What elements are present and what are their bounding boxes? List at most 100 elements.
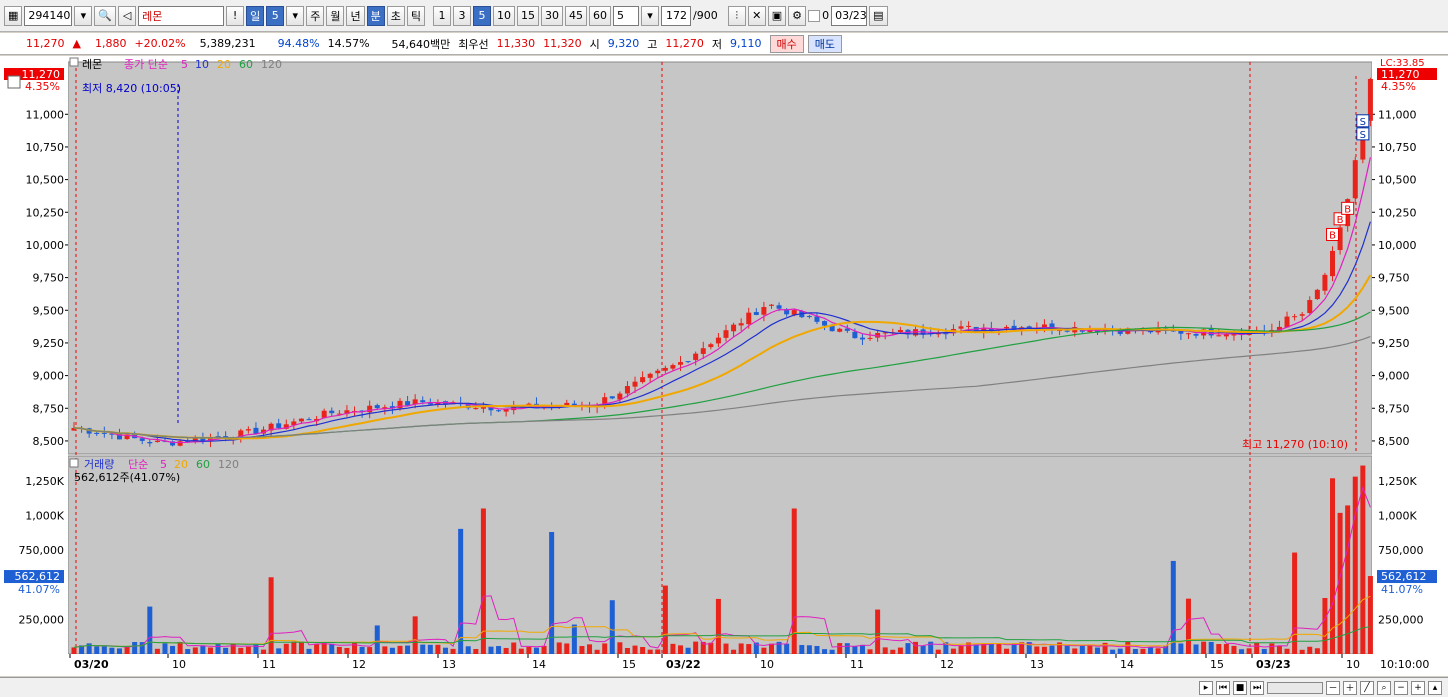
minute-10-button[interactable]: 10 [492,5,515,26]
interval-input[interactable]: 5 [612,5,639,26]
volume-bar [465,646,471,654]
candle-tool-icon[interactable]: ⫶ [727,5,746,26]
sell-button[interactable]: 매도 [807,34,843,53]
volume-bar [480,508,486,654]
period-minute-button[interactable]: 분 [366,5,385,26]
line-tool-icon[interactable]: ╱ [1360,680,1374,695]
period-tick-button[interactable]: 틱 [406,5,425,26]
volume-bar [579,646,585,654]
volume-bar [1094,647,1100,654]
scroll-start-icon[interactable]: ⏮ [1216,680,1230,695]
volume-bar [503,647,509,654]
chart-settings-icon[interactable]: ▦ [4,5,23,26]
x-axis-label: 14 [532,658,546,671]
volume-bar [1208,641,1214,654]
zoom-out-icon[interactable]: － [1326,680,1340,695]
minus-icon[interactable]: − [1394,680,1408,695]
search-icon[interactable]: 🔍 [94,5,117,26]
price-tick-left: 10,500 [26,174,65,187]
signal-marker-S [1356,114,1370,128]
plus-icon[interactable]: + [1411,680,1425,695]
volume-bar [988,643,994,654]
price-tick-right: 10,250 [1378,206,1417,219]
period-day-button[interactable]: 일 [246,5,265,26]
candle-body [1094,329,1100,333]
volume-tick-left: 1,250K [25,475,64,488]
save-icon[interactable]: ▣ [767,5,787,26]
zoom-in-icon[interactable]: ＋ [1343,680,1357,695]
volume-bar [731,649,737,654]
checkbox[interactable] [808,9,821,22]
volume-bar [1193,644,1199,654]
period-month-button[interactable]: 월 [326,5,345,26]
period-dropdown-icon[interactable]: ▾ [286,5,305,26]
volume-bar [435,644,441,654]
minute-60-button[interactable]: 60 [588,5,611,26]
period-value[interactable]: 5 [266,5,285,26]
chart-area[interactable]: 11,000 11,000 10,750 10,750 10,500 10,500 10,2… [0,56,1448,676]
volume-bar [245,646,251,654]
period-week-button[interactable]: 주 [306,5,325,26]
last-pct-left: 4.35% [25,80,60,93]
volume-bar [86,643,92,654]
zoom-slider[interactable] [1267,681,1323,694]
volume-bar [109,647,115,654]
price-tick-right: 11,000 [1378,108,1417,121]
minute-3-button[interactable]: 3 [452,5,471,26]
price-tick-left: 9,000 [33,370,65,383]
volume-bar [913,641,919,654]
prev-stock-icon[interactable]: ◁ [118,5,137,26]
gear-icon[interactable]: ⚙ [788,5,807,26]
pin-icon[interactable]: ▴ [1428,680,1442,695]
volume-bar [1223,644,1229,654]
volume-bar [1367,576,1373,654]
candle-body [678,362,684,365]
period-second-button[interactable]: 초 [386,5,405,26]
candle-body [670,365,676,369]
stop-icon[interactable]: ■ [1233,680,1247,695]
price-volume-chart[interactable]: 11,000 11,000 10,750 10,750 10,500 10,500 10,2… [0,56,1448,676]
volume-bar [928,641,934,654]
scroll-end-icon[interactable]: ⏭ [1250,680,1264,695]
volume-bar [647,649,653,654]
minute-1-button[interactable]: 1 [432,5,451,26]
candle-body [405,401,411,406]
code-dropdown-icon[interactable]: ▾ [74,5,93,26]
best-label: 최우선 [458,37,489,51]
volume-bar [1110,649,1116,654]
checkbox-label: 0 [822,9,830,22]
range-input[interactable]: 172 [660,5,691,26]
buy-button[interactable]: 매수 [769,34,804,53]
bang-button[interactable]: ! [226,5,245,26]
candle-body [359,410,365,412]
price-tick-left: 9,750 [33,272,65,285]
volume-bar [1057,642,1063,654]
volume-legend-ma-period: 120 [218,458,239,471]
interval-dropdown-icon[interactable]: ▾ [640,5,659,26]
cross-tool-icon[interactable]: ✕ [747,5,766,26]
candle-body [420,400,426,403]
price-tick-left: 10,250 [26,206,65,219]
candle-body [822,321,828,326]
stock-code-input[interactable]: 294140 [24,5,73,26]
volume-bar [1049,645,1055,654]
candle-body [882,332,888,334]
candle-body [306,419,312,421]
volume-bar [1337,512,1343,654]
candle-body [943,333,949,335]
volume-bar [1178,643,1184,654]
minute-30-button[interactable]: 30 [540,5,563,26]
minute-45-button[interactable]: 45 [564,5,587,26]
minute-5-button[interactable]: 5 [472,5,491,26]
stock-name-field[interactable]: 레몬 [138,5,225,26]
calendar-icon[interactable]: ▤ [869,5,888,26]
period-year-button[interactable]: 년 [346,5,365,26]
volume-bar [791,508,797,654]
volume-bar [488,646,494,654]
search-zoom-icon[interactable]: ⌕ [1377,680,1391,695]
minute-15-button[interactable]: 15 [516,5,539,26]
scroll-right-icon[interactable]: ▸ [1199,680,1213,695]
candle-body [632,381,638,387]
date-input[interactable]: 03/23 [831,5,868,26]
volume-bar [1330,478,1336,654]
